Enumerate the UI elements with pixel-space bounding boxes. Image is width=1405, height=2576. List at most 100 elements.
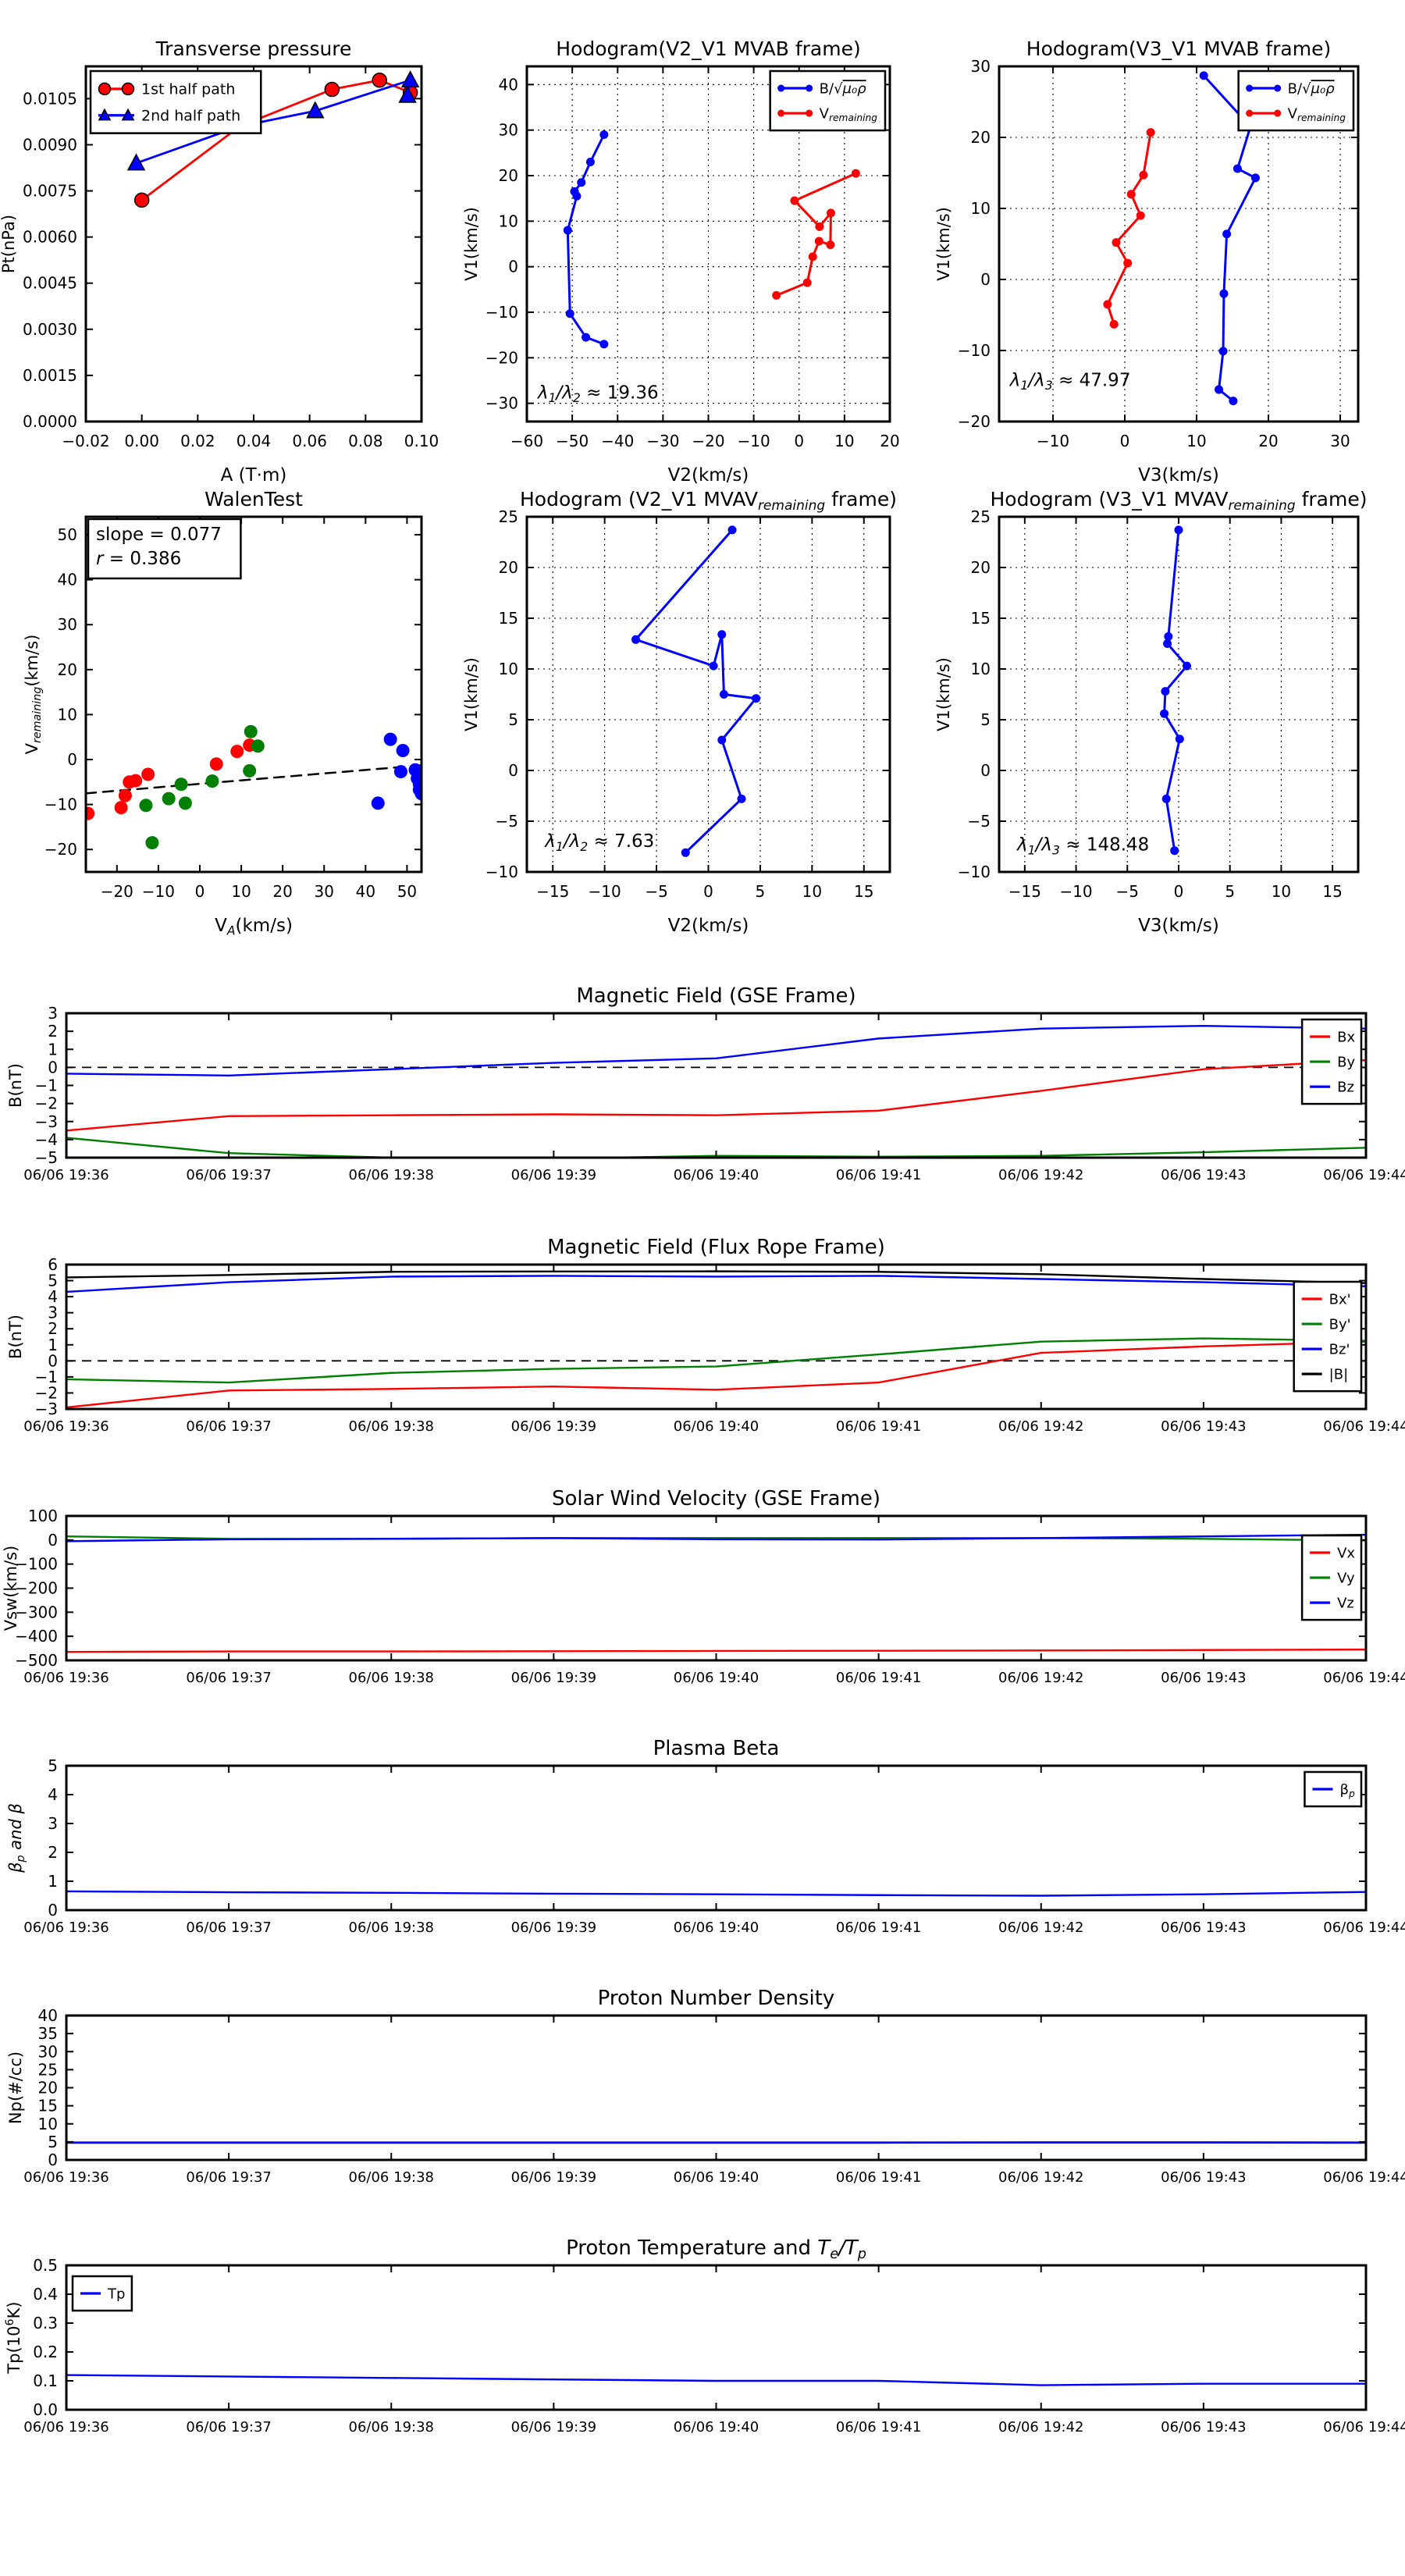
triangle-marker: [398, 85, 417, 103]
x-tick-label: 15: [1322, 882, 1342, 901]
y-tick-label: −2: [35, 1383, 58, 1402]
dot-marker: [230, 745, 244, 759]
dot-marker: [1246, 84, 1254, 92]
legend-label: |B|: [1329, 1366, 1348, 1382]
dot-marker: [1161, 794, 1171, 803]
x-tick-label: 06/06 19:37: [186, 2419, 271, 2435]
dot-marker: [802, 278, 812, 287]
y-tick-label: 0: [48, 1901, 58, 1920]
legend-label: Vremaining: [1288, 105, 1346, 123]
y-tick-label: −2: [35, 1094, 58, 1113]
y-tick-label: 3: [48, 1304, 58, 1322]
y-tick-label: 100: [28, 1507, 58, 1525]
x-tick-label: 10: [1186, 432, 1206, 450]
y-tick-label: 15: [499, 609, 518, 628]
legend-label: Bx: [1337, 1029, 1355, 1045]
legend-label: Vx: [1337, 1545, 1355, 1561]
y-tick-label: 2: [48, 1319, 58, 1338]
dot-marker: [205, 774, 219, 788]
y-tick-label: 0.3: [33, 2314, 58, 2332]
series-line-Bz: [66, 1024, 1366, 1076]
x-tick-label: 06/06 19:44: [1323, 2169, 1405, 2186]
circle-marker: [133, 192, 150, 208]
y-tick-label: −5: [968, 812, 991, 831]
dot-marker: [1175, 735, 1184, 744]
x-tick-label: 0.06: [292, 432, 327, 450]
plot-frame: [65, 2264, 1368, 2411]
legend-label: Vz: [1337, 1595, 1354, 1611]
x-tick-label: 30: [1330, 432, 1350, 450]
y-tick-label: −10: [958, 341, 991, 360]
y-tick-label: −5: [35, 1148, 58, 1167]
y-tick-label: −3: [35, 1400, 58, 1418]
legend: Bx By Bz: [1300, 1018, 1363, 1105]
dot-marker: [563, 226, 572, 235]
panel-title: Transverse pressure: [155, 37, 352, 60]
y-tick-label: 40: [38, 2006, 58, 2025]
x-tick-label: 06/06 19:36: [23, 1670, 108, 1686]
y-axis-label: V1(km/s): [462, 657, 481, 731]
chart-hodogram-v2v1-mvab: −60 −50 −40 −30 −20 −10 0 10 20 −30 −20 −10 0 10 20 30 4…: [462, 37, 900, 486]
chart-velocity-gse: 06/06 19:36 06/06 19:37 06/06 19:38 06/06 1…: [2, 1487, 1405, 1686]
x-tick-label: 06/06 19:40: [674, 1418, 759, 1435]
circle-marker: [324, 81, 340, 98]
y-tick-label: 5: [508, 710, 518, 729]
y-tick-label: 0.4: [33, 2285, 58, 2304]
x-tick-label: 06/06 19:36: [23, 1418, 108, 1435]
legend-label: By: [1337, 1054, 1355, 1070]
dot-marker: [1126, 190, 1136, 199]
dot-marker: [243, 763, 257, 777]
axis-ticks: 06/06 19:36 06/06 19:37 06/06 19:38 06/06 1…: [23, 1255, 1405, 1435]
legend: B/√μ₀ρ Vremaining: [769, 69, 887, 132]
x-tick-label: 06/06 19:39: [511, 1670, 596, 1686]
dot-marker: [717, 630, 727, 639]
x-tick-label: 06/06 19:44: [1323, 2419, 1405, 2435]
legend-label: By': [1329, 1316, 1351, 1332]
series-group: [66, 1533, 1366, 1653]
x-tick-label: 06/06 19:44: [1323, 1920, 1405, 1936]
y-tick-label: 50: [58, 525, 77, 544]
grid: [527, 66, 890, 422]
chart-proton-temp: 06/06 19:36 06/06 19:37 06/06 19:38 06/06 1…: [4, 2236, 1405, 2435]
y-tick-label: 0: [48, 1058, 58, 1076]
plot-frame: [998, 515, 1360, 873]
x-tick-label: 06/06 19:37: [186, 1418, 271, 1435]
x-tick-label: 0.08: [348, 432, 383, 450]
x-tick-label: 06/06 19:43: [1161, 2169, 1246, 2186]
y-axis-label: Tp(106K): [4, 2301, 23, 2374]
dot-marker: [1215, 385, 1224, 394]
x-tick-label: 06/06 19:41: [836, 1670, 921, 1686]
x-tick-label: −15: [1008, 882, 1041, 901]
legend: βp: [1304, 1770, 1363, 1808]
dot-marker: [1164, 632, 1173, 641]
x-tick-label: 06/06 19:44: [1323, 1670, 1405, 1686]
x-tick-label: 06/06 19:37: [186, 1167, 271, 1183]
y-tick-label: 20: [499, 558, 518, 577]
x-tick-label: 06/06 19:38: [349, 2169, 434, 2186]
x-tick-label: 0: [195, 882, 205, 901]
dot-marker: [383, 732, 397, 746]
y-tick-label: −10: [958, 863, 991, 881]
x-tick-label: −10: [589, 882, 621, 901]
x-tick-label: 06/06 19:41: [836, 2419, 921, 2435]
x-tick-label: 0: [1120, 432, 1130, 450]
legend: Tp: [71, 2275, 133, 2312]
x-tick-label: 06/06 19:41: [836, 1418, 921, 1435]
y-tick-label: 0.0: [33, 2400, 58, 2419]
dot-marker: [1123, 258, 1133, 268]
dot-marker: [851, 169, 860, 178]
y-tick-label: 30: [971, 57, 991, 76]
dot-marker: [1139, 170, 1148, 180]
triangle-marker: [126, 153, 146, 171]
x-tick-label: 06/06 19:41: [836, 2169, 921, 2186]
y-tick-label: 20: [58, 660, 77, 679]
dot-marker: [1146, 128, 1155, 137]
series-line-Vz: [66, 1533, 1366, 1542]
dot-marker: [1136, 211, 1145, 220]
y-tick-label: 20: [499, 166, 518, 185]
y-tick-label: 0: [67, 750, 77, 769]
panel-title: Hodogram(V2_V1 MVAB frame): [556, 37, 860, 60]
x-axis-label: V3(km/s): [1138, 465, 1219, 486]
x-tick-label: 06/06 19:36: [23, 1167, 108, 1183]
dot-marker: [178, 796, 192, 810]
